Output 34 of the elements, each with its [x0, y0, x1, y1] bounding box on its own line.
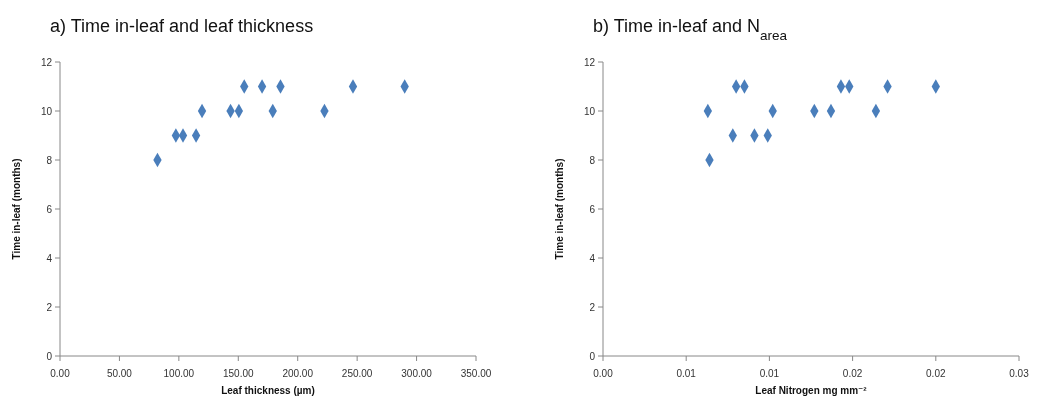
x-tick-label: 300.00	[401, 368, 433, 379]
y-axis-title: Time in-leaf (months)	[11, 158, 22, 260]
x-tick-label: 200.00	[282, 368, 314, 379]
y-tick-label: 4	[589, 253, 596, 264]
y-tick-label: 0	[46, 351, 53, 362]
y-tick-label: 0	[589, 351, 596, 362]
x-tick-label: 350.00	[460, 368, 492, 379]
y-tick-label: 10	[40, 106, 53, 117]
y-tick-label: 2	[46, 302, 53, 313]
x-tick-label: 100.00	[163, 368, 195, 379]
x-tick-label: 0.01	[676, 368, 697, 379]
x-tick-label: 0.02	[926, 368, 946, 379]
chart-title: a) Time in-leaf and leaf thickness	[50, 16, 314, 36]
x-tick-label: 0.01	[759, 368, 780, 379]
x-tick-label: 0.03	[1009, 368, 1030, 379]
y-axis-title: Time in-leaf (months)	[554, 158, 565, 260]
y-tick-label: 2	[589, 302, 596, 313]
x-axis-title: Leaf thickness (µm)	[221, 385, 315, 396]
y-tick-label: 8	[589, 155, 596, 166]
x-tick-label: 0.00	[593, 368, 614, 379]
y-tick-label: 12	[583, 57, 596, 68]
x-axis-title: Leaf Nitrogen mg mm⁻²	[755, 385, 868, 396]
y-tick-label: 4	[46, 253, 53, 264]
y-tick-label: 6	[46, 204, 53, 215]
y-tick-label: 6	[589, 204, 596, 215]
x-tick-label: 250.00	[341, 368, 373, 379]
x-tick-label: 0.02	[842, 368, 863, 379]
y-tick-label: 10	[583, 106, 596, 117]
x-tick-label: 150.00	[222, 368, 255, 379]
chart-title: b) Time in-leaf and N$_{area}$	[593, 16, 788, 43]
y-tick-label: 12	[40, 57, 53, 68]
y-tick-label: 8	[46, 155, 53, 166]
x-tick-label: 0.00	[50, 368, 71, 379]
x-tick-label: 50.00	[106, 368, 133, 379]
